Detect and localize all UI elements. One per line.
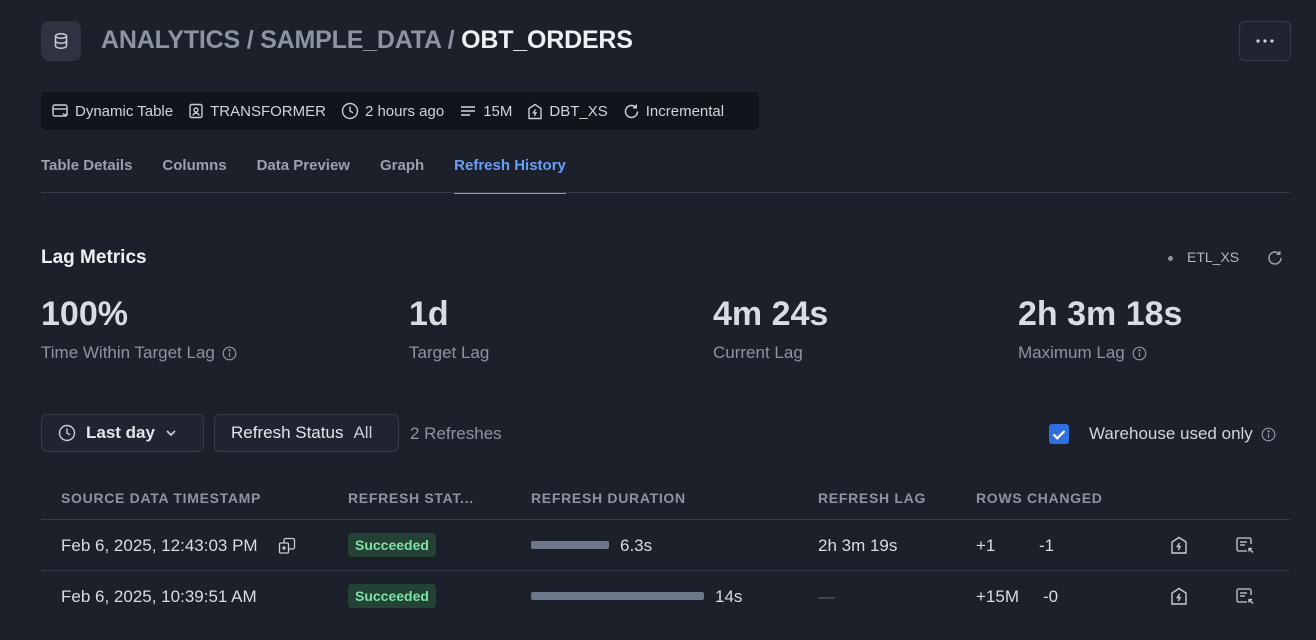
metric-time-within-target-label: Time Within Target Lag	[41, 343, 237, 363]
time-range-value: Last day	[86, 423, 155, 442]
meta-updated: 2 hours ago	[341, 102, 444, 120]
info-icon[interactable]	[1253, 427, 1276, 442]
warehouse-only-checkbox[interactable]	[1049, 424, 1069, 444]
row-2-timestamp: Feb 6, 2025, 10:39:51 AM	[61, 587, 257, 606]
breadcrumb-current: OBT_ORDERS	[461, 26, 633, 54]
column-header-refresh-lag[interactable]: REFRESH LAG	[818, 490, 927, 506]
metric-target-lag-label: Target Lag	[409, 343, 490, 362]
tab-graph[interactable]: Graph	[379, 157, 425, 174]
chevron-down-icon	[155, 429, 177, 437]
warehouse-icon[interactable]	[1170, 536, 1188, 555]
table-header-divider	[41, 519, 1290, 520]
metric-target-lag-value: 1d	[409, 295, 449, 333]
meta-refresh-mode: Incremental	[623, 103, 724, 120]
refresh-count: 2 Refreshes	[410, 424, 502, 443]
refresh-status-value: All	[353, 423, 373, 442]
duration-bar	[531, 592, 704, 600]
rows-icon	[459, 104, 483, 118]
metric-maximum-lag-label-text: Maximum Lag	[1018, 343, 1125, 362]
meta-owner-label: TRANSFORMER	[210, 102, 326, 120]
query-details-icon[interactable]	[1236, 587, 1255, 605]
metric-maximum-lag-label: Maximum Lag	[1018, 343, 1147, 363]
row-1-rows-added: +1	[976, 536, 996, 555]
column-header-source-timestamp[interactable]: SOURCE DATA TIMESTAMP	[61, 490, 262, 506]
breadcrumb-path[interactable]: ANALYTICS / SAMPLE_DATA /	[101, 26, 462, 54]
warehouse-status-dot	[1168, 256, 1173, 261]
status-badge: Succeeded	[348, 533, 436, 557]
warehouse-only-label: Warehouse used only	[1089, 424, 1276, 444]
warehouse-icon	[527, 103, 549, 120]
meta-updated-label: 2 hours ago	[364, 102, 445, 120]
warehouse-only-label-text: Warehouse used only	[1089, 424, 1253, 443]
metric-time-within-target-value: 100%	[41, 295, 128, 333]
row-2-duration: 14s	[715, 587, 743, 606]
more-options-button[interactable]	[1239, 21, 1291, 61]
column-header-refresh-duration[interactable]: REFRESH DURATION	[531, 490, 686, 506]
metric-time-within-target-label-text: Time Within Target Lag	[41, 343, 215, 362]
refresh-mode-icon	[623, 103, 646, 120]
lag-metrics-warehouse[interactable]: ETL_XS	[1187, 249, 1240, 265]
row-2-lag: —	[818, 587, 835, 606]
tab-table-details[interactable]: Table Details	[41, 157, 133, 174]
object-meta-bar: Dynamic Table TRANSFORMER 2 hours ago 15…	[41, 92, 759, 130]
status-badge: Succeeded	[348, 584, 436, 608]
refresh-icon[interactable]	[1266, 249, 1284, 267]
meta-rows: 15M	[459, 103, 512, 120]
info-icon[interactable]	[215, 346, 237, 361]
refresh-status-label: Refresh Status	[231, 423, 344, 442]
meta-owner: TRANSFORMER	[188, 103, 326, 120]
clock-icon	[58, 424, 86, 442]
metric-current-lag-value: 4m 24s	[713, 295, 829, 333]
column-header-rows-changed[interactable]: ROWS CHANGED	[976, 490, 1103, 506]
table-row-divider	[41, 570, 1290, 571]
user-badge-icon	[188, 103, 210, 119]
warehouse-icon[interactable]	[1170, 587, 1188, 606]
meta-refresh-mode-label: Incremental	[645, 102, 725, 120]
meta-rows-label: 15M	[483, 102, 513, 120]
clock-icon	[341, 102, 365, 120]
row-1-timestamp: Feb 6, 2025, 12:43:03 PM	[61, 536, 258, 555]
meta-warehouse: DBT_XS	[527, 102, 608, 120]
row-1-rows-removed: -1	[1039, 536, 1055, 555]
dynamic-table-icon	[52, 103, 75, 119]
tab-refresh-history[interactable]: Refresh History	[454, 157, 566, 194]
incremental-refresh-icon	[278, 537, 296, 555]
breadcrumb: ANALYTICS / SAMPLE_DATA / OBT_ORDERS	[101, 26, 633, 55]
time-range-dropdown[interactable]: Last day	[41, 414, 204, 452]
query-details-icon[interactable]	[1236, 536, 1255, 554]
column-header-refresh-status[interactable]: REFRESH STAT...	[348, 490, 474, 506]
database-icon-box	[41, 21, 81, 61]
row-2-rows-added: +15M	[976, 587, 1019, 606]
tab-columns[interactable]: Columns	[162, 157, 227, 174]
row-1-lag: 2h 3m 19s	[818, 536, 898, 555]
row-2-rows-removed: -0	[1043, 587, 1059, 606]
tab-data-preview[interactable]: Data Preview	[256, 157, 350, 174]
database-icon	[53, 32, 69, 50]
metric-maximum-lag-value: 2h 3m 18s	[1018, 295, 1183, 333]
meta-warehouse-label: DBT_XS	[549, 102, 608, 120]
meta-type-label: Dynamic Table	[75, 102, 174, 120]
lag-metrics-title: Lag Metrics	[41, 247, 147, 268]
meta-type: Dynamic Table	[52, 103, 173, 120]
info-icon[interactable]	[1125, 346, 1147, 361]
row-1-duration: 6.3s	[620, 536, 653, 555]
refresh-status-filter[interactable]: Refresh Status All	[214, 414, 399, 452]
more-horizontal-icon	[1256, 39, 1274, 43]
metric-current-lag-label: Current Lag	[713, 343, 803, 362]
checkmark-icon	[1052, 429, 1066, 440]
tab-bar: Table Details Columns Data Preview Graph…	[41, 157, 596, 194]
duration-bar	[531, 541, 609, 549]
tab-divider	[41, 192, 1290, 193]
